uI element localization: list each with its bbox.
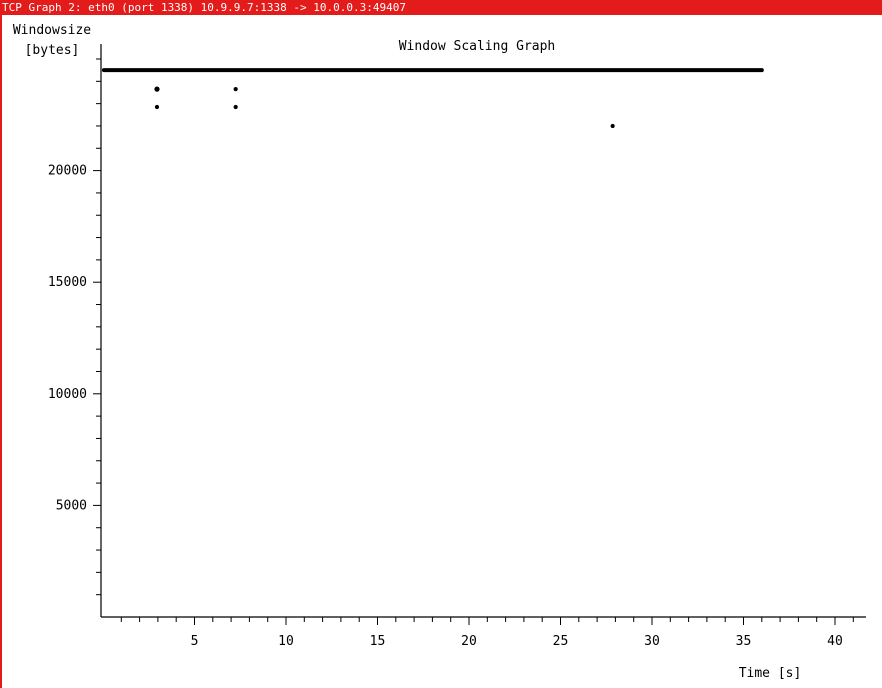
window-scaling-chart[interactable]: Window Scaling Graph Windowsize [bytes] … (2, 15, 882, 688)
window-size-point (154, 104, 160, 110)
x-tick-label: 40 (827, 634, 843, 649)
y-axis-label-line1: Windowsize (13, 23, 91, 38)
window-size-point (233, 104, 238, 110)
window-size-point (610, 123, 615, 129)
y-tick-label: 10000 (48, 387, 87, 402)
y-tick-label: 5000 (56, 498, 87, 513)
x-tick-label: 5 (191, 634, 199, 649)
x-tick-label: 30 (644, 634, 660, 649)
y-axis-label-line2: [bytes] (25, 43, 80, 58)
window-size-point (233, 87, 238, 92)
x-axis-label: Time [s] (739, 666, 802, 681)
x-tick-label: 20 (461, 634, 477, 649)
x-tick-label: 15 (370, 634, 386, 649)
y-tick-label: 15000 (48, 275, 87, 290)
y-tick-label: 20000 (48, 164, 87, 179)
y-axis-ticks: 5000 10000 15000 20000 (48, 58, 101, 596)
chart-marks (101, 68, 764, 129)
window-size-point (154, 86, 160, 92)
window-title: TCP Graph 2: eth0 (port 1338) 10.9.9.7:1… (2, 1, 406, 14)
x-tick-label: 10 (278, 634, 294, 649)
graph-frame[interactable]: Window Scaling Graph Windowsize [bytes] … (0, 15, 882, 688)
chart-title: Window Scaling Graph (399, 39, 556, 54)
x-tick-label: 25 (553, 634, 569, 649)
window-title-bar: TCP Graph 2: eth0 (port 1338) 10.9.9.7:1… (0, 0, 882, 15)
x-axis-ticks: 5 10 15 20 25 30 35 40 (120, 617, 854, 649)
x-tick-label: 35 (736, 634, 752, 649)
